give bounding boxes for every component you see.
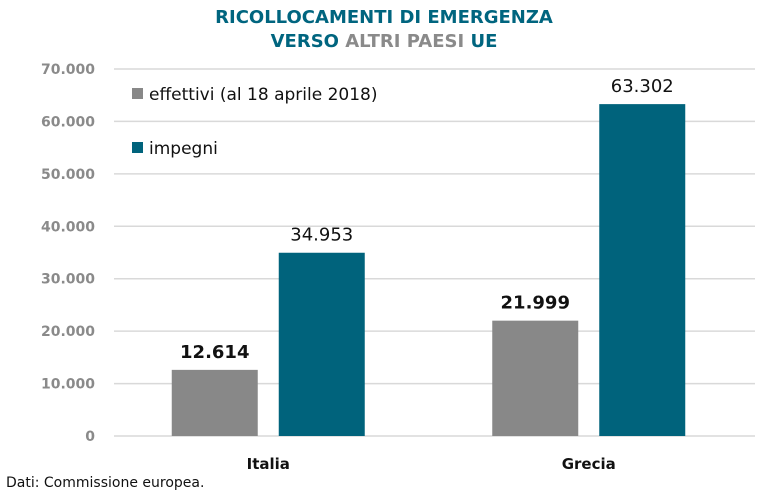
data-label: 34.953	[290, 225, 353, 246]
bar-italia-effettivi	[171, 369, 258, 436]
bar-grecia-impegni	[599, 104, 686, 437]
y-tick-label: 10.000	[41, 377, 95, 393]
chart-title-line-1: RICOLLOCAMENTI DI EMERGENZA	[215, 7, 553, 28]
y-tick-label: 50.000	[41, 167, 95, 183]
legend: effettivi (al 18 aprile 2018) impegni	[132, 85, 378, 159]
x-tick-label: Grecia	[562, 455, 616, 473]
y-tick-label: 70.000	[41, 62, 95, 78]
title-part-ue: UE	[470, 31, 498, 52]
legend-label: impegni	[149, 139, 218, 159]
legend-swatch	[132, 142, 143, 153]
bars	[171, 104, 686, 437]
legend-swatch	[132, 88, 143, 99]
bar-grecia-effettivi	[492, 320, 579, 436]
bar-italia-impegni	[278, 252, 365, 436]
data-label: 63.302	[611, 76, 674, 97]
y-axis: 0 10.000 20.000 30.000 40.000 50.000 60.000 70.…	[41, 62, 95, 445]
chart-title-line-2: VERSO ALTRI PAESI UE	[0, 30, 768, 53]
data-label: 21.999	[501, 293, 570, 314]
y-tick-label: 30.000	[41, 272, 95, 288]
y-tick-label: 20.000	[41, 324, 95, 340]
y-tick-label: 0	[85, 429, 95, 445]
legend-label: effettivi (al 18 aprile 2018)	[149, 85, 378, 105]
x-tick-label: Italia	[247, 455, 290, 473]
y-tick-label: 60.000	[41, 114, 95, 130]
source-note: Dati: Commissione europea.	[6, 475, 205, 491]
title-part-verso: VERSO	[270, 31, 346, 52]
data-labels: 12.614 34.953 21.999 63.302	[180, 76, 674, 363]
data-label: 12.614	[180, 342, 249, 363]
title-part-altri-paesi: ALTRI PAESI	[345, 31, 471, 52]
y-tick-label: 40.000	[41, 219, 95, 235]
x-axis: Italia Grecia	[247, 455, 616, 473]
